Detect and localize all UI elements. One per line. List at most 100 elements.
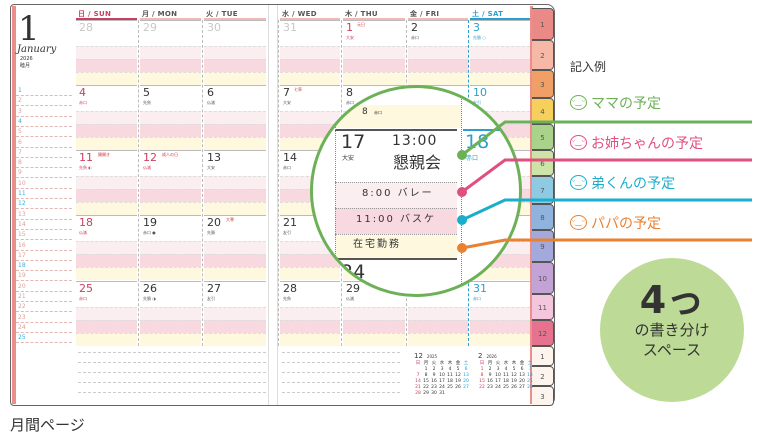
band-3 xyxy=(204,137,266,150)
mini-day: 15 xyxy=(423,379,429,384)
month-tab-9[interactable]: 9 xyxy=(532,230,554,262)
mini-day: 2 xyxy=(488,367,492,372)
weekday-header: 日 / SUN xyxy=(78,10,112,18)
hour-row: 5 xyxy=(16,127,72,138)
mini-day: 1 xyxy=(480,367,484,372)
day-number: 13 xyxy=(207,151,221,164)
mini-day: 9 xyxy=(488,373,492,378)
month-tab-10[interactable]: 10 xyxy=(532,262,554,294)
legend-item: ᵕ‿ᵕ パパの予定 xyxy=(570,213,661,233)
band-2 xyxy=(280,254,340,267)
weekday-header: 金 / FRI xyxy=(410,10,440,18)
legend-item: ᵕ‿ᵕ ママの予定 xyxy=(570,93,661,113)
mini-year: 2026 xyxy=(486,354,497,359)
hour-row: 3 xyxy=(16,107,72,117)
band-1 xyxy=(76,46,137,59)
weekday-header: 火 / TUE xyxy=(206,10,238,18)
day-cell: 18 仏滅 xyxy=(76,215,137,280)
rokuyo-label: 先負 xyxy=(283,296,291,301)
mini-day: 17 xyxy=(439,379,445,384)
month-tab-11[interactable]: 11 xyxy=(532,294,554,320)
day-cell: 25 赤口 xyxy=(76,281,137,346)
month-tab-1[interactable]: 1 xyxy=(532,8,554,40)
mini-year: 2025 xyxy=(426,354,438,359)
mini-day: 13 xyxy=(519,373,525,378)
day-number: 31 xyxy=(283,21,297,34)
day-number: 1 xyxy=(346,21,353,34)
band-2 xyxy=(204,189,266,202)
mini-row: 7 8 9 10 11 12 13 xyxy=(414,373,470,379)
month-tab-2[interactable]: 2 xyxy=(532,40,554,70)
note-line xyxy=(78,362,266,363)
hour-row: 14 xyxy=(16,220,72,230)
mini-day: 16 xyxy=(487,379,493,384)
band-2 xyxy=(76,320,137,333)
mini-day: 8 xyxy=(424,373,428,378)
month-tab-5[interactable]: 5 xyxy=(532,124,554,150)
hour-row: 11 xyxy=(16,189,72,199)
day-cell: 27 友引 xyxy=(204,281,266,346)
band-1 xyxy=(140,241,201,254)
mini-day: 24 xyxy=(495,385,501,390)
month-tab-8[interactable]: 8 xyxy=(532,204,554,230)
mini-day: 23 xyxy=(431,385,437,390)
band-1 xyxy=(343,46,405,59)
smiley-face-icon: ᵕ‿ᵕ xyxy=(570,95,587,110)
mini-day: 6 xyxy=(520,367,524,372)
band-3 xyxy=(204,267,266,280)
column-divider xyxy=(138,20,139,346)
month-tab-12[interactable]: 12 xyxy=(532,320,554,346)
mini-day: 16 xyxy=(431,379,437,384)
band-1 xyxy=(140,307,201,320)
mini-day: 19 xyxy=(511,379,517,384)
mini-row: 15 16 17 18 19 20 21 xyxy=(478,379,534,385)
mini-day: 28 xyxy=(527,385,533,390)
mini-day: 24 xyxy=(439,385,445,390)
band-2 xyxy=(470,320,530,333)
month-tab-7[interactable]: 7 xyxy=(532,176,554,204)
month-tab-2[interactable]: 2 xyxy=(532,366,554,386)
weekday-header: 月 / MON xyxy=(142,10,178,18)
mini-month-number: 2 xyxy=(478,352,483,360)
band-3 xyxy=(140,137,201,150)
mini-day: 1 xyxy=(424,367,428,372)
band-3 xyxy=(140,202,201,215)
mini-head: 土 xyxy=(527,361,533,366)
rokuyo-label: 友引 xyxy=(283,230,291,235)
band-2 xyxy=(470,59,530,72)
mini-day: 6 xyxy=(464,367,468,372)
band-3 xyxy=(408,333,468,346)
mini-day: 10 xyxy=(439,373,445,378)
weekday-header: 木 / THU xyxy=(345,10,378,18)
day-number: 7 xyxy=(283,86,290,99)
band-1 xyxy=(76,111,137,124)
month-tab-3[interactable]: 3 xyxy=(532,70,554,98)
hour-row: 12 xyxy=(16,199,72,210)
band-2 xyxy=(408,320,468,333)
callout-dot xyxy=(457,215,467,225)
holiday-label: 成人の日 xyxy=(162,152,178,157)
hour-row: 24 xyxy=(16,323,72,333)
month-tab-3[interactable]: 3 xyxy=(532,386,554,406)
mini-month: 2 2026 xyxy=(478,352,534,361)
day-cell: 11 鏡開き 先負 ◐ xyxy=(76,150,137,215)
day-number: 12 xyxy=(143,151,157,164)
hour-row: 4 xyxy=(16,117,72,127)
month-tab-1[interactable]: 1 xyxy=(532,346,554,366)
mini-day: 29 xyxy=(423,391,429,396)
mini-day: 11 xyxy=(503,373,509,378)
band-3 xyxy=(470,333,530,346)
weekday-underline xyxy=(76,18,137,20)
callout-line xyxy=(461,198,752,222)
mini-day: 26 xyxy=(511,385,517,390)
band-2 xyxy=(204,59,266,72)
callout-line xyxy=(461,158,752,194)
hour-row: 6 xyxy=(16,138,72,148)
band-1 xyxy=(408,46,468,59)
note-line xyxy=(78,372,266,373)
day-number: 29 xyxy=(143,21,157,34)
band-1 xyxy=(204,176,266,189)
mini-day: 21 xyxy=(527,379,533,384)
month-tab-6[interactable]: 6 xyxy=(532,150,554,176)
